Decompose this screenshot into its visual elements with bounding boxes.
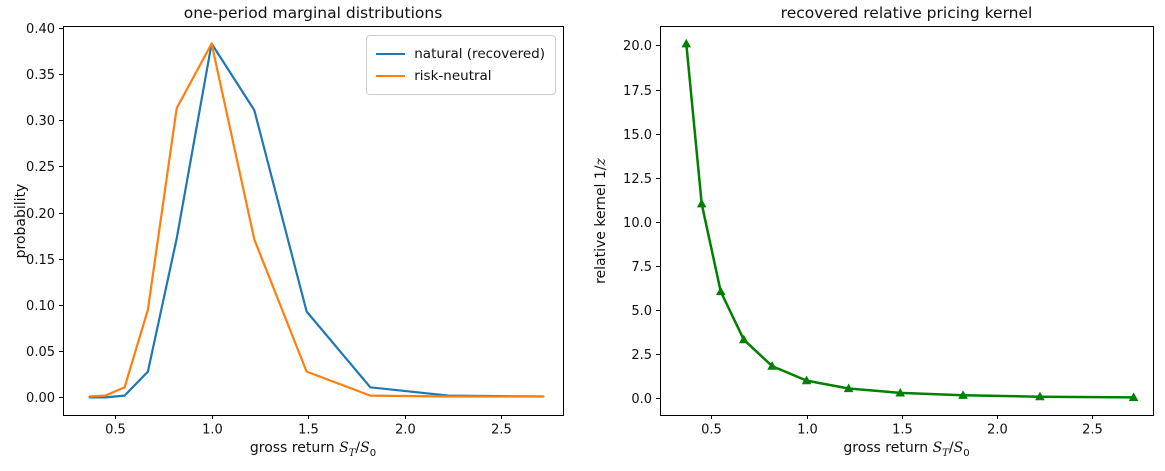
axes-spines xyxy=(660,26,1154,416)
triangle-marker xyxy=(767,361,777,370)
y-tick-label: 0.0 xyxy=(631,392,652,407)
right-x-axis-label: gross return ST/S0 xyxy=(843,440,970,459)
y-tick-label: 12.5 xyxy=(623,172,652,187)
y-tick-label: 20.0 xyxy=(623,39,652,54)
legend-label: natural (recovered) xyxy=(414,46,545,62)
x-ticks: 0.5 1.0 1.5 2.0 2.5 xyxy=(701,415,1103,438)
y-ticks: 0.0 2.5 5.0 7.5 10.0 12.5 15.0 17.5 20.0 xyxy=(623,39,660,407)
y-tick-label: 0.30 xyxy=(26,114,55,129)
x-tick-label: 1.5 xyxy=(892,423,913,438)
legend-item: natural (recovered) xyxy=(376,43,545,65)
triangle-marker xyxy=(801,375,812,385)
series-line-1 xyxy=(88,42,545,398)
x-tick-label: 2.0 xyxy=(987,423,1008,438)
left-chart-title: one-period marginal distributions xyxy=(183,4,443,22)
x-tick-label: 0.5 xyxy=(701,423,722,438)
y-tick-label: 0.05 xyxy=(26,345,55,360)
x-tick-label: 2.0 xyxy=(395,423,416,438)
y-tick-label: 0.00 xyxy=(26,391,55,406)
triangle-marker xyxy=(696,198,707,208)
y-tick-label: 10.0 xyxy=(623,216,652,231)
y-tick-label: 17.5 xyxy=(623,84,652,99)
y-tick-label: 15.0 xyxy=(623,128,652,143)
triangle-marker xyxy=(1128,392,1139,401)
y-tick-label: 0.25 xyxy=(26,160,55,175)
right-chart-title: recovered relative pricing kernel xyxy=(780,4,1033,22)
triangle-marker xyxy=(958,390,968,399)
axes-1: 0.5 1.0 1.5 2.0 2.5 0.0 2.5 5.0 7.5 10.0 12.5 15.0 1… xyxy=(623,26,1154,438)
series-markers-0 xyxy=(681,38,1139,401)
y-ticks: 0.00 0.05 0.10 0.15 0.20 0.25 0.30 0.35 0.40 xyxy=(26,22,63,406)
y-tick-label: 2.5 xyxy=(631,348,652,363)
triangle-marker xyxy=(715,286,726,296)
y-tick-label: 0.15 xyxy=(26,253,55,268)
legend-line-swatch xyxy=(376,53,406,55)
triangle-marker xyxy=(895,387,906,397)
y-tick-label: 0.40 xyxy=(26,22,55,37)
y-tick-label: 0.20 xyxy=(26,207,55,222)
legend: natural (recovered) risk-neutral xyxy=(366,35,556,95)
right-y-axis-label: relative kernel 1/z xyxy=(593,157,609,284)
y-tick-label: 0.35 xyxy=(26,68,55,83)
axes-0: 0.5 1.0 1.5 2.0 2.50.000.050.100.150.200.250… xyxy=(26,22,564,438)
x-tick-label: 2.5 xyxy=(491,423,512,438)
triangle-marker xyxy=(843,383,854,393)
legend-label: risk-neutral xyxy=(414,68,492,84)
left-x-axis-label: gross return ST/S0 xyxy=(249,440,377,459)
legend-line-swatch xyxy=(376,75,406,77)
x-tick-label: 1.0 xyxy=(202,423,223,438)
y-tick-label: 7.5 xyxy=(631,260,652,275)
triangle-marker xyxy=(738,334,749,344)
y-tick-label: 0.10 xyxy=(26,299,55,314)
axes-spines xyxy=(63,26,564,416)
x-tick-label: 0.5 xyxy=(105,423,126,438)
triangle-marker xyxy=(681,38,692,48)
x-tick-label: 1.5 xyxy=(298,423,319,438)
triangle-marker xyxy=(1035,391,1045,401)
series-line-0 xyxy=(88,42,545,399)
x-tick-label: 1.0 xyxy=(797,423,818,438)
series-line-0 xyxy=(685,42,1135,399)
left-y-axis-label: probability xyxy=(13,183,29,258)
x-tick-label: 2.5 xyxy=(1082,423,1103,438)
y-tick-label: 5.0 xyxy=(631,304,652,319)
x-ticks: 0.5 1.0 1.5 2.0 2.5 xyxy=(105,415,512,438)
legend-item: risk-neutral xyxy=(376,65,545,87)
